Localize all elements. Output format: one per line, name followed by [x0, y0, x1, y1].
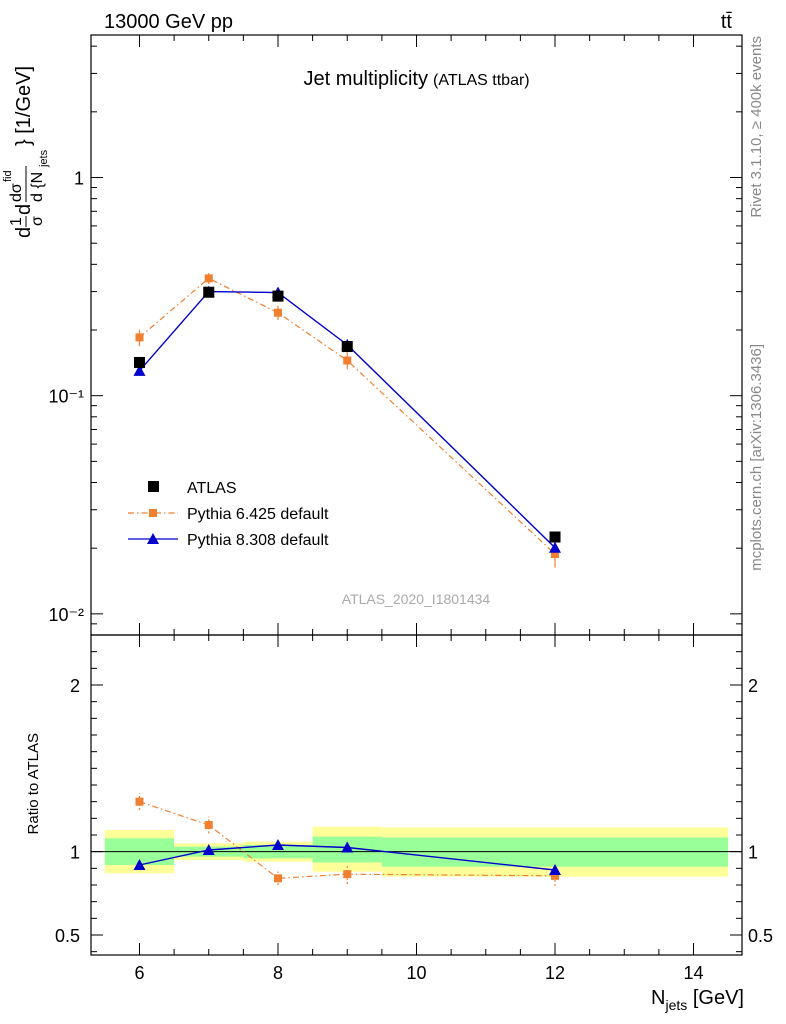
pythia6-point [273, 308, 282, 317]
x-tick-label: 6 [134, 963, 144, 983]
main-y-tick-label: 10⁻² [48, 605, 84, 625]
atlas-point [272, 290, 284, 302]
ratio-y-tick-label-right: 0.5 [748, 926, 773, 946]
svg-text:d {N: d {N [29, 172, 46, 202]
ratio-pythia8-point [202, 844, 215, 855]
ratio-y-tick-label-right: 1 [748, 843, 758, 863]
x-axis-label: Njets [GeV] [651, 987, 744, 1013]
mcplots-text: mcplots.cern.ch [arXiv:1306.3436] [748, 344, 765, 571]
main-title: Jet multiplicity [304, 68, 428, 90]
ratio-pythia8-point [133, 859, 146, 870]
atlas-point [341, 341, 353, 353]
legend-pythia6-label: Pythia 6.425 default [187, 506, 329, 523]
ratio-pythia8-point [271, 839, 284, 850]
x-tick-label: 10 [406, 963, 426, 983]
svg-text:Njets [GeV]: Njets [GeV] [651, 987, 744, 1013]
x-tick-label: 12 [545, 963, 565, 983]
ratio-pythia8-point [549, 864, 562, 875]
legend-entry-pythia6: Pythia 6.425 default [128, 506, 329, 523]
legend-atlas-label: ATLAS [187, 480, 237, 497]
ratio-panel: 0.5 0.51 12 26 8 10 12 14 Ratio to ATLAS [25, 634, 773, 983]
ratio-pythia6-point [551, 871, 560, 880]
ratio-y-axis-label: Ratio to ATLAS [25, 733, 42, 834]
ratio-y-tick-label: 1 [70, 843, 80, 863]
svg-text:d: d [13, 204, 35, 215]
pythia8-point [549, 541, 562, 553]
ratio-pythia6-point [343, 870, 352, 879]
ratio-pythia6-point [204, 821, 213, 829]
x-tick-label: 14 [684, 963, 704, 983]
legend-pythia6-marker [149, 509, 157, 517]
ratio-pythia6-line [139, 801, 556, 879]
analysis-watermark: ATLAS_2020_I1801434 [342, 591, 491, 607]
legend-pythia8-marker [147, 533, 159, 544]
pythia6-point [204, 274, 213, 283]
svg-text:dσ: dσ [8, 183, 25, 202]
main-y-tick-label: 1 [74, 169, 84, 189]
atlas-point [133, 356, 145, 368]
main-subtitle: (ATLAS ttbar) [433, 72, 530, 89]
legend-pythia8-label: Pythia 8.308 default [187, 532, 329, 549]
pythia6-point [551, 550, 560, 559]
atlas-point [549, 531, 561, 543]
atlas-point [203, 286, 215, 298]
svg-text:jets: jets [38, 149, 50, 168]
svg-text:d: d [13, 227, 35, 238]
ratio-y-tick-label: 0.5 [55, 926, 80, 946]
ratio-plot-frame [90, 634, 743, 956]
ratio-pythia6-point [135, 797, 144, 806]
process-label: tt̄ [721, 11, 733, 33]
legend-entry-pythia8: Pythia 8.308 default [128, 532, 329, 549]
legend-atlas-marker [148, 481, 159, 492]
ratio-y-tick-label-right: 2 [748, 676, 758, 696]
ratio-y-tick-label: 2 [70, 676, 80, 696]
energy-label: 13000 GeV pp [104, 11, 233, 33]
svg-text:σ: σ [29, 216, 46, 226]
x-tick-label: 8 [273, 963, 283, 983]
pythia8-point [133, 364, 146, 376]
svg-text:} [1/GeV]: } [1/GeV] [13, 66, 35, 146]
rivet-version-text: Rivet 3.1.10, ≥ 400k events [748, 36, 765, 218]
ratio-pythia6-point [273, 874, 282, 883]
legend: ATLAS Pythia 6.425 default Pythia 8.308 … [128, 480, 329, 549]
legend-entry-atlas: ATLAS [148, 480, 237, 497]
pythia6-line [139, 277, 556, 555]
main-y-axis-label: d 1 σ d dσ fid d {N jets } [1/GeV] [2, 66, 50, 238]
main-y-tick-label: 10⁻¹ [48, 387, 84, 407]
pythia6-point [135, 333, 144, 342]
svg-text:1: 1 [8, 217, 25, 226]
ratio-pythia8-point [341, 841, 354, 853]
main-panel: 1 10⁻¹ 10⁻² Jet multiplicity (ATLAS ttbar)… [2, 34, 743, 636]
pythia6-point [343, 356, 352, 365]
svg-text:fid: fid [2, 170, 14, 182]
